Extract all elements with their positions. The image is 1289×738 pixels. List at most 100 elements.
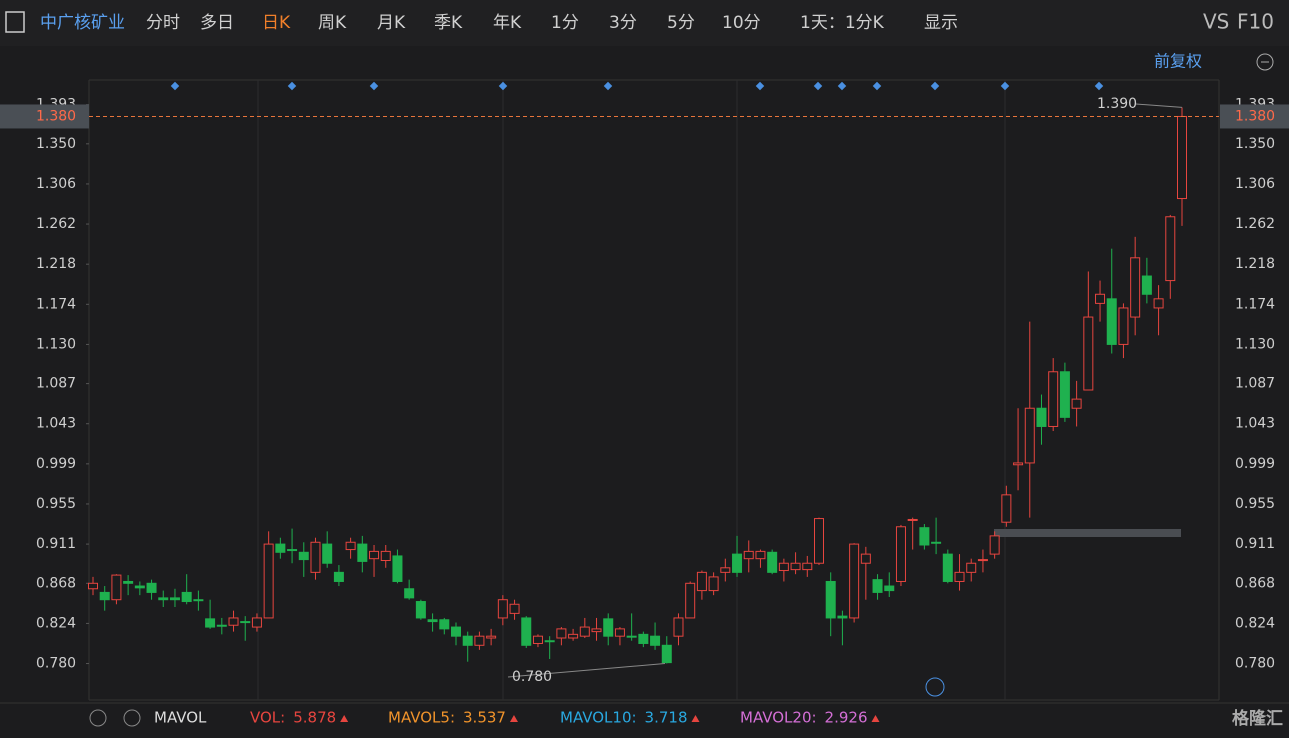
candle-body	[860, 553, 871, 564]
y-tick-label-right: 1.130	[1235, 336, 1275, 352]
candle-body	[931, 541, 942, 544]
candle-body	[638, 633, 649, 644]
candle-body	[603, 618, 614, 637]
y-tick-label: 0.780	[36, 656, 76, 672]
y-tick-label-right: 1.218	[1235, 256, 1275, 272]
candle-body	[919, 527, 930, 546]
current-price-label: 1.380	[36, 108, 76, 124]
candle-body	[1001, 494, 1012, 523]
candle-body	[216, 624, 227, 627]
y-tick-label: 1.262	[36, 216, 76, 232]
panel-icon[interactable]	[5, 11, 25, 33]
y-tick-label-right: 0.999	[1235, 456, 1275, 472]
candle-body	[333, 571, 344, 582]
symbol[interactable]: 中广核矿业	[40, 13, 125, 33]
f10-button[interactable]: F10	[1237, 10, 1274, 34]
high-label: 1.390	[1097, 96, 1137, 112]
candle-body	[942, 553, 953, 582]
period-select[interactable]: 1天：1分K	[800, 13, 885, 33]
candle-body	[696, 571, 707, 592]
vs-button[interactable]: VS	[1203, 10, 1229, 34]
current-price-box-right	[1220, 104, 1289, 129]
period-tab[interactable]: 3分	[609, 13, 637, 33]
candle-body	[650, 635, 661, 646]
indicator-value: 3.718	[645, 709, 688, 727]
y-tick-label-right: 1.262	[1235, 216, 1275, 232]
candle-body	[544, 640, 555, 643]
watermark: 格隆汇	[1232, 708, 1283, 729]
y-tick-label: 0.955	[36, 496, 76, 512]
candle-body	[1141, 275, 1152, 295]
period-tab[interactable]: 1分	[551, 13, 579, 33]
candle-body	[614, 628, 625, 637]
candle-body	[228, 617, 239, 626]
candle-body	[954, 571, 965, 582]
candle-body	[907, 518, 918, 521]
candle-body	[486, 635, 497, 639]
candle-body	[1036, 407, 1047, 427]
indicator-name[interactable]: MAVOL	[154, 709, 207, 727]
candle-body	[427, 619, 438, 623]
event-e[interactable]	[925, 677, 945, 697]
y-tick-label-right: 0.780	[1235, 656, 1275, 672]
candle-body	[287, 549, 298, 552]
period-tab[interactable]: 10分	[722, 13, 761, 33]
candle-body	[579, 626, 590, 637]
period-tab[interactable]: 分时	[146, 13, 180, 33]
period-tab[interactable]: 多日	[200, 13, 234, 33]
candle-body	[298, 551, 309, 561]
candle-body	[263, 543, 274, 619]
candle-body	[755, 550, 766, 560]
display-menu[interactable]: 显示	[924, 13, 958, 33]
adjust-button[interactable]: 前复权	[1154, 52, 1202, 71]
y-tick-label: 0.824	[36, 615, 76, 631]
period-tab[interactable]: 5分	[667, 13, 695, 33]
candle-body	[251, 617, 262, 628]
candle-body	[158, 597, 169, 601]
candle-body	[380, 550, 391, 561]
candle-body	[977, 559, 988, 562]
candle-body	[1071, 398, 1082, 409]
candle-body	[474, 635, 485, 646]
y-tick-label: 0.999	[36, 456, 76, 472]
candle-body	[1013, 462, 1024, 466]
candle-body	[720, 567, 731, 573]
y-tick-label-right: 0.824	[1235, 615, 1275, 631]
y-tick-label: 1.174	[36, 296, 76, 312]
candle-body	[392, 555, 403, 582]
candle-body	[88, 582, 98, 590]
candle-body	[568, 633, 579, 639]
candle-body	[743, 550, 754, 560]
indicator-value: 3.537	[463, 709, 506, 727]
period-tab[interactable]: 周K	[318, 13, 347, 33]
period-tab[interactable]: 月K	[377, 13, 406, 33]
candle-body	[673, 617, 684, 637]
candle-body	[1106, 298, 1117, 345]
vertical-grid	[257, 80, 1006, 700]
close-icon[interactable]	[123, 709, 141, 727]
period-tab[interactable]: 季K	[434, 13, 463, 33]
candle-body	[802, 562, 813, 571]
candle-body	[591, 628, 602, 633]
candle-body	[767, 551, 778, 573]
candle-body	[111, 574, 122, 601]
y-tick-label-right: 0.955	[1235, 496, 1275, 512]
candle-body	[532, 635, 543, 644]
indicator-label: MAVOL10:	[560, 709, 637, 727]
period-tab[interactable]: 年K	[493, 13, 522, 33]
period-tab[interactable]: 日K	[262, 13, 291, 33]
candle-body	[181, 591, 192, 603]
candle-body	[872, 579, 883, 593]
y-tick-label-right: 1.043	[1235, 416, 1275, 432]
candle-body	[205, 618, 216, 628]
y-tick-label: 1.087	[36, 376, 76, 392]
candle-body	[1153, 298, 1164, 309]
high-leader	[1135, 103, 1183, 108]
settings-icon[interactable]	[89, 709, 107, 727]
candle-body	[1059, 371, 1070, 418]
y-tick-label: 1.350	[36, 136, 76, 152]
zoom-out[interactable]	[1256, 53, 1274, 71]
candle-body	[146, 582, 157, 593]
